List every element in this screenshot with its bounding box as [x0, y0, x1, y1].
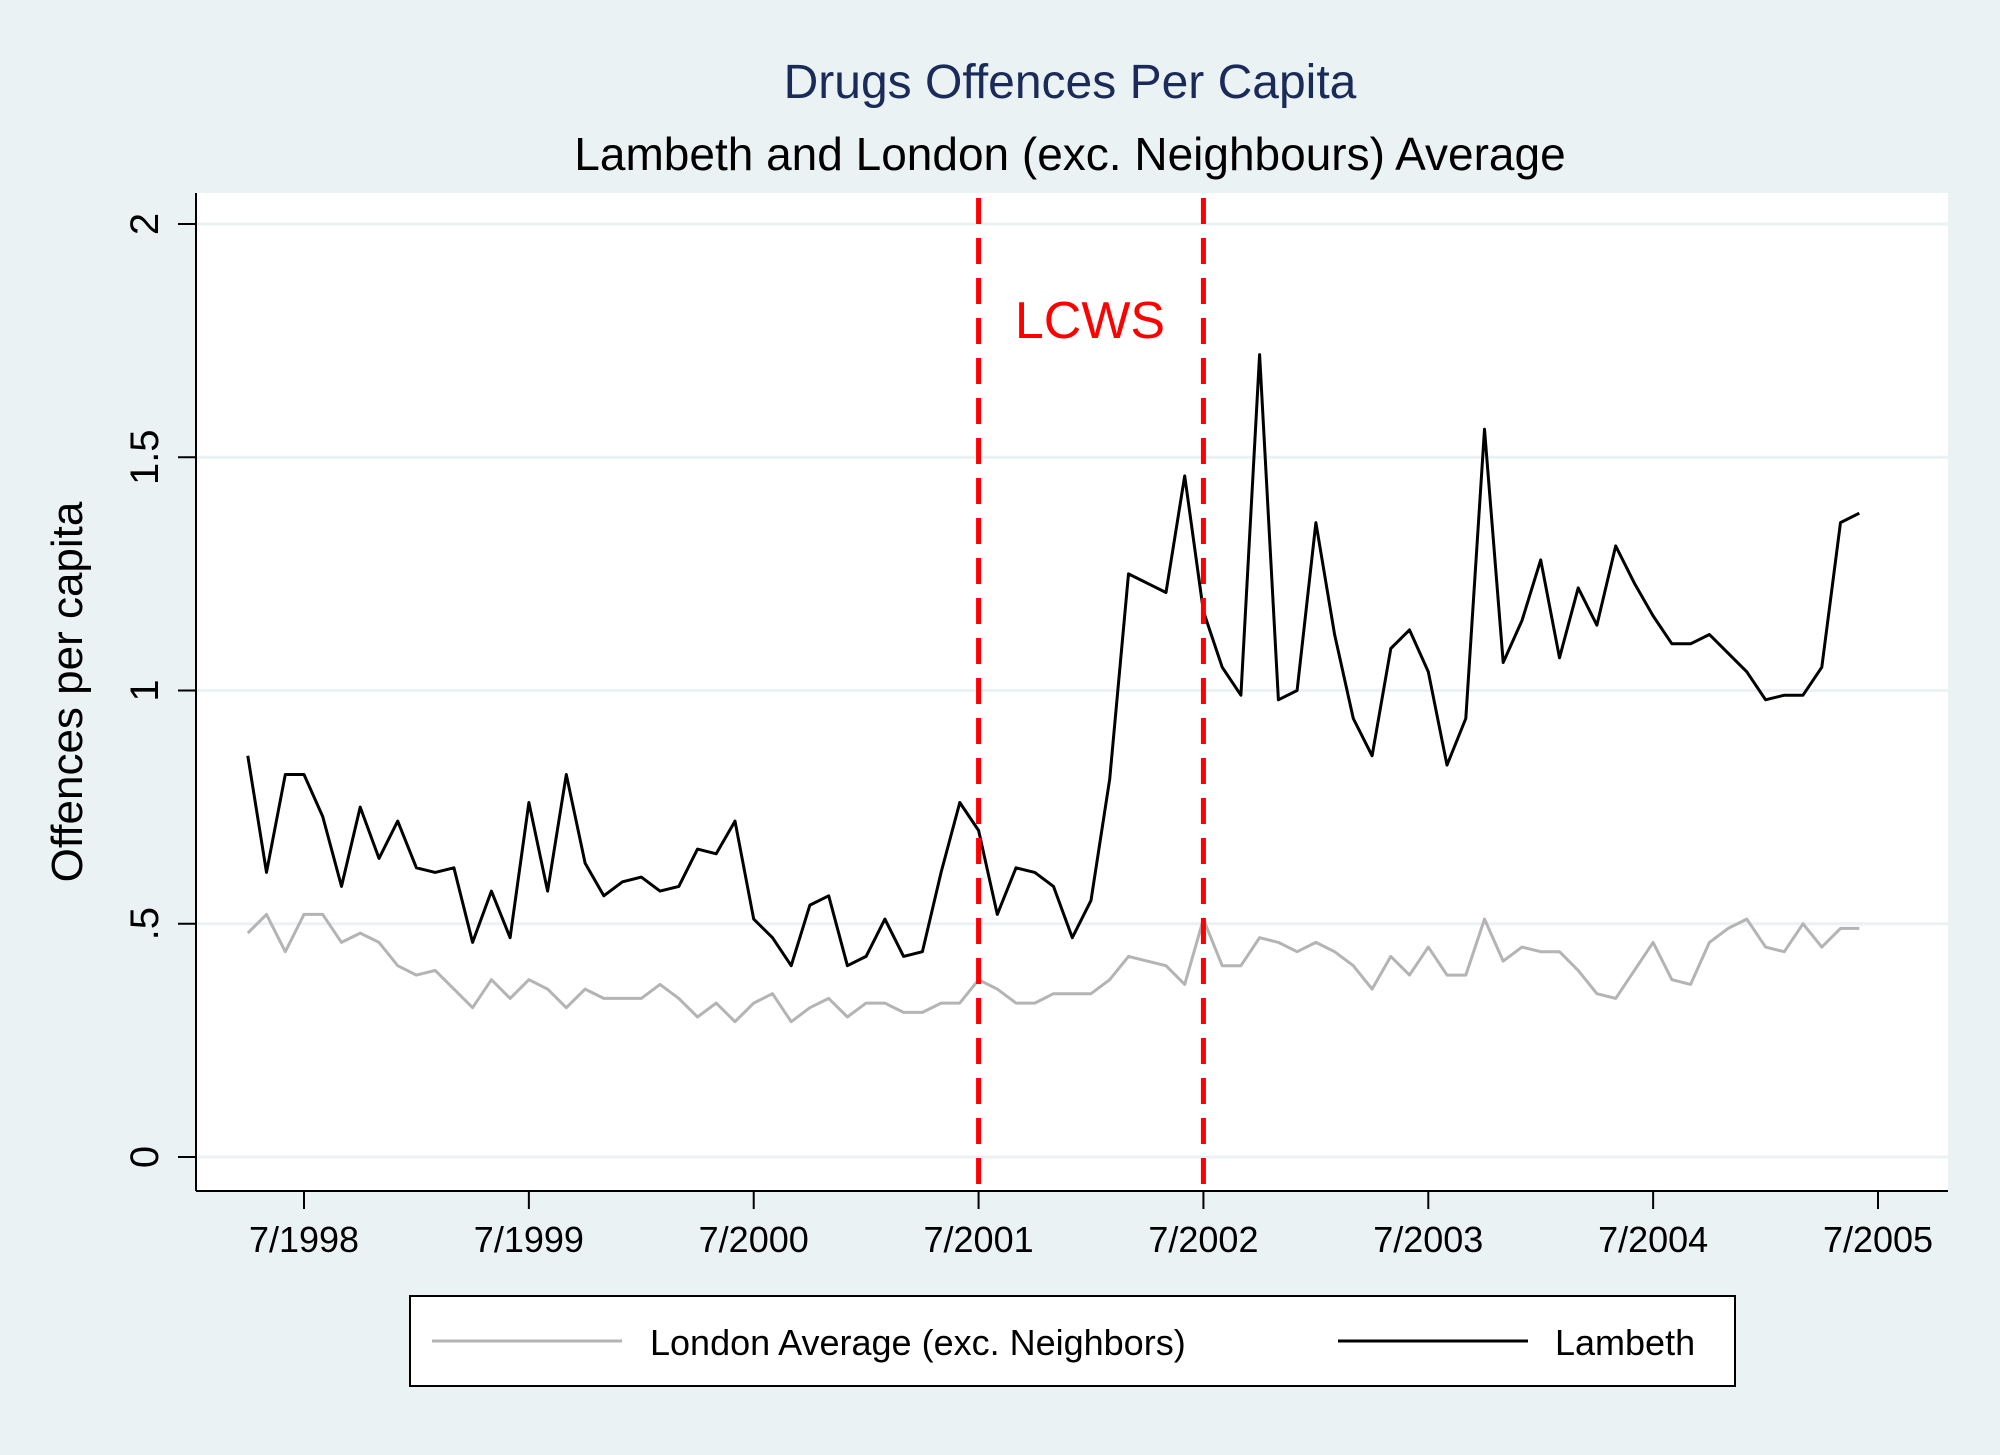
series-line-london-average	[246, 912, 1860, 1024]
reference-lines	[976, 198, 1206, 1191]
legend-label-lambeth: Lambeth	[1555, 1322, 1695, 1363]
x-tick-label: 7/2004	[1598, 1219, 1708, 1260]
chart-subtitle: Lambeth and London (exc. Neighbours) Ave…	[574, 128, 1565, 180]
y-axis-label: Offences per capita	[43, 501, 92, 882]
x-tick-label: 7/2005	[1823, 1219, 1933, 1260]
y-tick-label: .5	[123, 907, 167, 940]
y-tick-label: 0	[123, 1146, 167, 1168]
y-tick-label: 1.5	[123, 429, 167, 485]
x-tick-label: 7/2002	[1148, 1219, 1258, 1260]
series-line-lambeth	[246, 353, 1860, 968]
y-tick-label: 2	[123, 213, 167, 235]
gridlines	[196, 222, 1948, 1159]
legend-label-london: London Average (exc. Neighbors)	[650, 1322, 1186, 1363]
x-tick-label: 7/2000	[699, 1219, 809, 1260]
legend: London Average (exc. Neighbors) Lambeth	[409, 1295, 1736, 1387]
x-tick-label: 7/1999	[474, 1219, 584, 1260]
x-tick-label: 7/2001	[924, 1219, 1034, 1260]
annotation-lcws: LCWS	[1015, 292, 1165, 350]
y-axis-ticks: 0 .5 1 1.5 2	[123, 213, 196, 1168]
x-tick-label: 7/2003	[1373, 1219, 1483, 1260]
chart-title: Drugs Offences Per Capita	[784, 56, 1357, 109]
series-lines	[246, 353, 1860, 1024]
x-tick-label: 7/1998	[249, 1219, 359, 1260]
x-axis-ticks: 7/1998 7/1999 7/2000 7/2001 7/2002 7/2003 7/20…	[249, 1191, 1933, 1260]
y-tick-label: 1	[123, 679, 167, 701]
